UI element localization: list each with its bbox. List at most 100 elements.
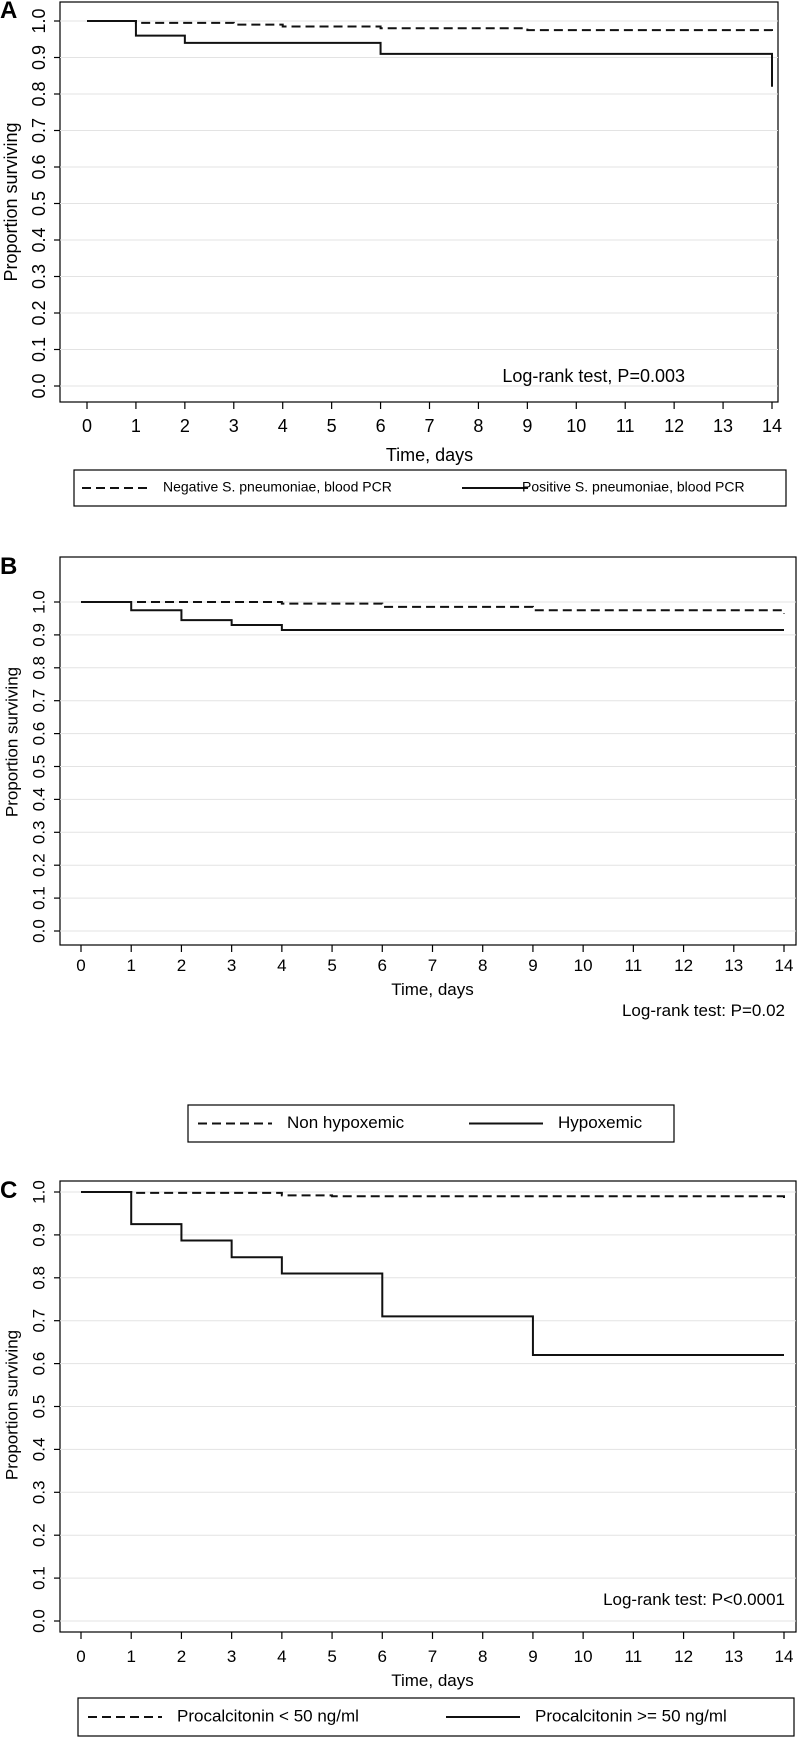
y-tick-label: 0.8 <box>29 81 49 106</box>
x-tick-label: 3 <box>227 956 236 975</box>
series-line-dashed <box>81 601 785 614</box>
x-tick-label: 10 <box>574 956 593 975</box>
x-tick-label: 10 <box>566 416 586 436</box>
y-tick-label: 0.6 <box>29 722 48 746</box>
y-tick-label: 0.6 <box>29 154 49 179</box>
x-tick-label: 0 <box>82 416 92 436</box>
x-tick-label: 1 <box>131 416 141 436</box>
y-tick-label: 0.8 <box>29 656 48 680</box>
series-line-dashed <box>87 20 773 32</box>
y-tick-label: 0.2 <box>29 300 49 325</box>
y-tick-label: 0.8 <box>29 1266 48 1290</box>
y-tick-label: 0.0 <box>29 373 49 398</box>
y-tick-label: 0.3 <box>29 1480 48 1504</box>
x-tick-label: 6 <box>378 956 387 975</box>
x-tick-label: 3 <box>227 1647 236 1666</box>
y-tick-label: 0.6 <box>29 1352 48 1376</box>
y-tick-label: 0.7 <box>29 689 48 713</box>
x-tick-label: 0 <box>76 1647 85 1666</box>
x-tick-label: 13 <box>713 416 733 436</box>
series-line-solid <box>81 1191 784 1357</box>
legend-label: Procalcitonin >= 50 ng/ml <box>535 1706 727 1725</box>
legend-label: Non hypoxemic <box>287 1113 405 1132</box>
x-tick-label: 2 <box>177 956 186 975</box>
y-tick-label: 0.1 <box>29 337 49 362</box>
y-tick-label: 0.7 <box>29 1309 48 1333</box>
y-tick-label: 0.9 <box>29 623 48 647</box>
x-tick-label: 12 <box>664 416 684 436</box>
y-tick-label: 0.0 <box>29 919 48 943</box>
series-line-solid <box>81 601 784 631</box>
y-tick-label: 0.4 <box>29 1438 48 1462</box>
legend-box <box>73 469 787 507</box>
log-rank-annotation: Log-rank test, P=0.003 <box>502 366 685 386</box>
x-tick-label: 12 <box>674 956 693 975</box>
y-tick-label: 0.7 <box>29 118 49 143</box>
panel-label: B <box>0 553 17 580</box>
x-tick-label: 3 <box>229 416 239 436</box>
series-line-dashed <box>81 1191 785 1203</box>
y-tick-label: 0.5 <box>29 755 48 779</box>
x-tick-label: 5 <box>327 956 336 975</box>
y-tick-label: 0.1 <box>29 1566 48 1590</box>
y-tick-label: 0.5 <box>29 1395 48 1419</box>
y-axis-label: Proportion surviving <box>2 667 21 817</box>
x-tick-label: 13 <box>724 956 743 975</box>
y-axis-label: Proportion surviving <box>1 122 21 281</box>
x-tick-label: 14 <box>775 956 794 975</box>
legend-label: Positive S. pneumoniae, blood PCR <box>522 479 745 495</box>
x-axis-label: Time, days <box>391 1671 474 1690</box>
y-tick-label: 0.0 <box>29 1609 48 1633</box>
log-rank-annotation: Log-rank test: P<0.0001 <box>603 1590 785 1609</box>
y-tick-label: 0.1 <box>29 886 48 910</box>
plot-frame <box>59 1 779 403</box>
x-tick-label: 9 <box>528 1647 537 1666</box>
x-tick-label: 9 <box>528 956 537 975</box>
x-tick-label: 7 <box>428 1647 437 1666</box>
x-tick-label: 4 <box>278 416 288 436</box>
chart-panel-c: 0.00.10.20.30.40.50.60.70.80.91.00 1 2 3 4 5 6… <box>0 1177 797 1737</box>
x-tick-label: 1 <box>126 956 135 975</box>
x-tick-label: 4 <box>277 1647 286 1666</box>
y-tick-label: 0.5 <box>29 191 49 216</box>
x-tick-label: 10 <box>574 1647 593 1666</box>
x-tick-label: 5 <box>327 416 337 436</box>
x-tick-label: 14 <box>762 416 782 436</box>
y-tick-label: 0.3 <box>29 264 49 289</box>
y-tick-label: 1.0 <box>29 8 49 33</box>
chart-panel-a: 0.00.10.20.30.40.50.60.70.80.91.00 1 2 3 4 5 6… <box>0 0 787 507</box>
y-tick-label: 0.2 <box>29 853 48 877</box>
x-axis-label: Time, days <box>391 980 474 999</box>
x-tick-label: 11 <box>616 416 635 436</box>
y-tick-label: 0.2 <box>29 1523 48 1547</box>
y-tick-label: 1.0 <box>29 1180 48 1204</box>
x-tick-label: 5 <box>327 1647 336 1666</box>
x-tick-label: 8 <box>478 1647 487 1666</box>
log-rank-annotation: Log-rank test: P=0.02 <box>622 1001 785 1020</box>
legend-label: Procalcitonin < 50 ng/ml <box>177 1706 359 1725</box>
x-tick-label: 6 <box>378 1647 387 1666</box>
x-tick-label: 2 <box>180 416 190 436</box>
series-line-solid <box>87 20 773 87</box>
panel-label: A <box>0 0 17 24</box>
x-tick-label: 11 <box>625 1647 643 1666</box>
plot-frame <box>59 556 797 946</box>
x-tick-label: 9 <box>522 416 532 436</box>
x-tick-label: 7 <box>428 956 437 975</box>
y-tick-label: 1.0 <box>29 590 48 614</box>
legend-label: Hypoxemic <box>558 1113 643 1132</box>
y-tick-label: 0.3 <box>29 820 48 844</box>
x-tick-label: 14 <box>775 1647 794 1666</box>
x-tick-label: 0 <box>76 956 85 975</box>
x-tick-label: 7 <box>424 416 434 436</box>
y-tick-label: 0.9 <box>29 45 49 70</box>
y-tick-label: 0.4 <box>29 788 48 812</box>
y-tick-label: 0.4 <box>29 227 49 252</box>
x-tick-label: 1 <box>126 1647 135 1666</box>
x-tick-label: 2 <box>177 1647 186 1666</box>
x-tick-label: 11 <box>625 956 643 975</box>
panel-label: C <box>0 1177 17 1204</box>
x-tick-label: 8 <box>473 416 483 436</box>
legend-label: Negative S. pneumoniae, blood PCR <box>163 479 392 495</box>
